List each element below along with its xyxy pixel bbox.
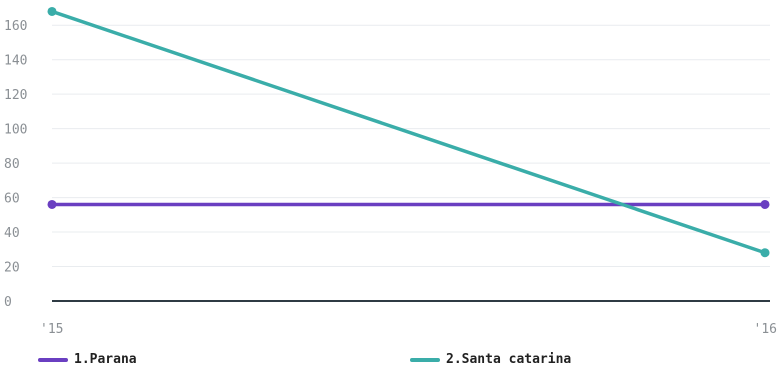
y-tick-label: 100 [4,123,27,138]
legend-swatch-series-1 [38,357,68,362]
series-1-point-1 [47,199,57,209]
series-1-point-2 [760,199,770,209]
y-tick-label: 120 [4,88,27,103]
y-tick-label: 60 [4,192,20,207]
legend-label-series-2: 2.Santa catarina [446,352,572,367]
x-tick-label: '15 [40,322,63,337]
series-2-point-1 [47,6,57,16]
legend-item-series-1[interactable]: 1.Parana [38,352,137,367]
y-tick-label: 140 [4,54,27,69]
series-line-2 [50,9,767,255]
legend-label-series-1: 1.Parana [74,352,137,367]
series-2-point-2 [760,248,770,258]
legend-item-series-2[interactable]: 2.Santa catarina [410,352,571,367]
y-tick-label: 40 [4,226,20,241]
y-tick-label: 80 [4,157,20,172]
legend-swatch-series-2 [410,357,440,362]
y-tick-label: 0 [4,295,12,310]
y-tick-label: 20 [4,261,20,276]
x-tick-label: '16 [754,322,777,337]
y-tick-label: 160 [4,19,27,34]
chart-legend: 1.Parana 2.Santa catarina [0,352,780,372]
